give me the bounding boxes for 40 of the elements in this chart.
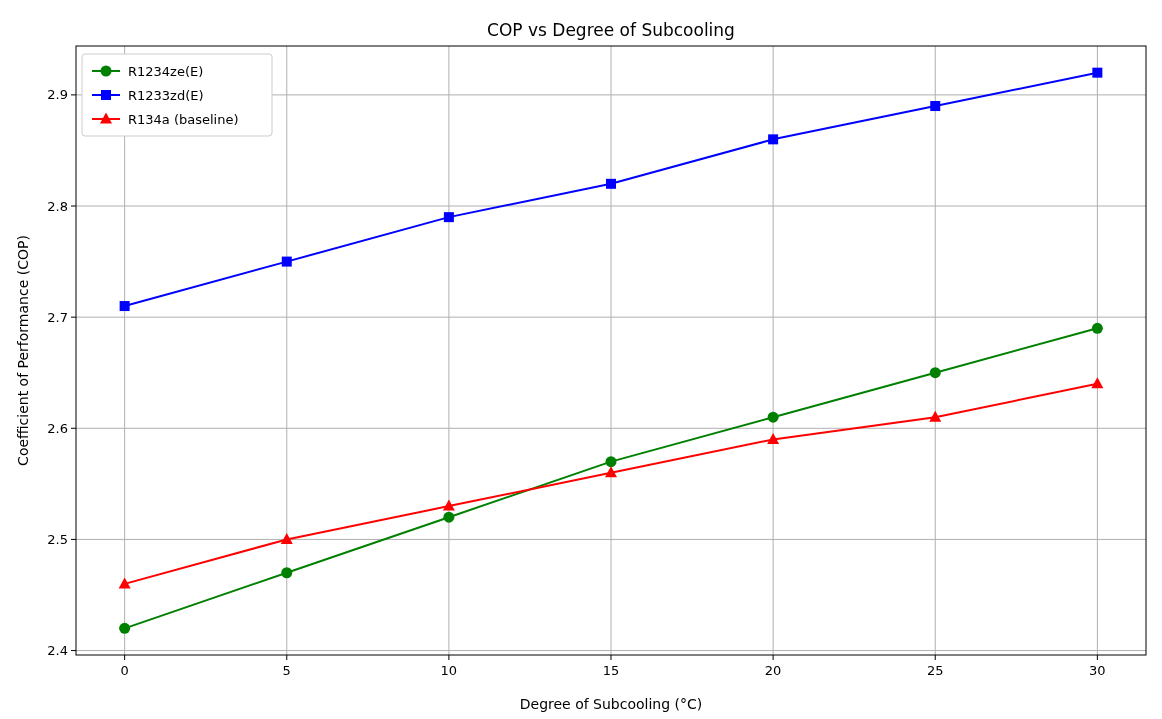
- x-tick-label: 30: [1089, 663, 1106, 678]
- x-tick-label: 15: [602, 663, 620, 678]
- x-tick-label: 10: [440, 663, 458, 678]
- point: [1091, 322, 1103, 334]
- point: [767, 411, 779, 423]
- point: [281, 567, 293, 579]
- point: [280, 532, 293, 544]
- y-tick-label: 2.6: [47, 420, 68, 436]
- x-tick-label: 25: [926, 663, 944, 678]
- point: [929, 367, 941, 379]
- point: [605, 456, 617, 468]
- point: [605, 466, 617, 478]
- point: [281, 256, 292, 267]
- point: [1092, 67, 1103, 78]
- x-axis-title: Degree of Subcooling (°C): [519, 696, 703, 712]
- point: [1091, 377, 1104, 389]
- point: [930, 101, 941, 112]
- point: [442, 499, 455, 511]
- x-tick-label: 20: [764, 663, 782, 678]
- point: [119, 301, 130, 312]
- y-tick-label: 2.9: [47, 87, 68, 103]
- point: [118, 577, 131, 589]
- y-tick-label: 2.7: [47, 309, 68, 325]
- x-tick-label: 5: [282, 663, 291, 678]
- legend-label: R134a (baseline): [128, 112, 239, 127]
- y-axis-title: Coefficient of Performance (COP): [15, 235, 31, 466]
- point: [443, 511, 455, 523]
- y-tick-label: 2.5: [47, 531, 68, 547]
- legend-label: R1233zd(E): [128, 88, 204, 103]
- y-tick-label: 2.8: [47, 198, 68, 214]
- y-tick-label: 2.4: [47, 643, 68, 659]
- point: [768, 134, 779, 145]
- legend-label: R1234ze(E): [128, 64, 204, 79]
- point: [606, 178, 616, 189]
- point: [767, 432, 780, 444]
- x-tick-label: 0: [120, 663, 129, 678]
- point: [443, 212, 454, 223]
- chart-title: COP vs Degree of Subcooling: [487, 20, 735, 40]
- point: [119, 622, 131, 634]
- point: [929, 410, 942, 422]
